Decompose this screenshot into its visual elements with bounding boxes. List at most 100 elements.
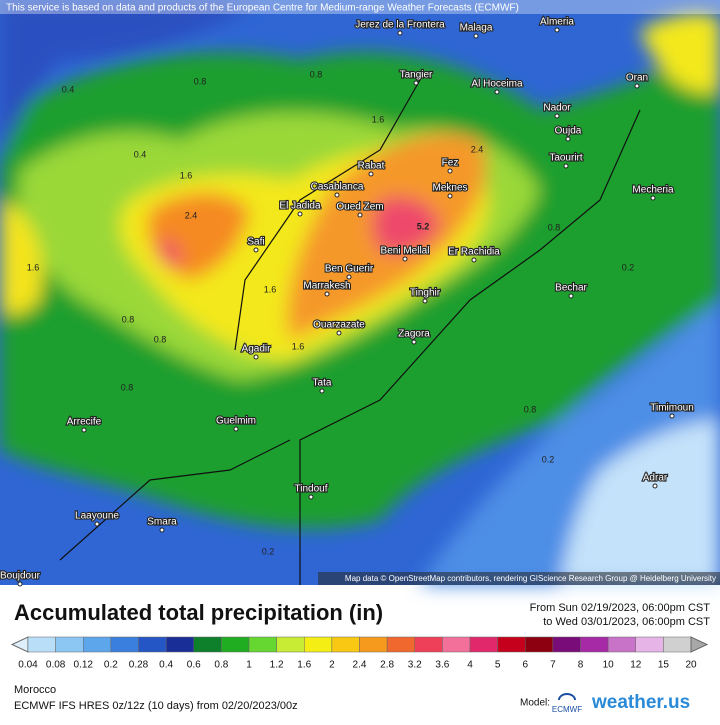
colorbar-swatch (276, 636, 305, 653)
service-notice: This service is based on data and produc… (6, 3, 519, 14)
place-label: Malaga (460, 23, 493, 34)
place-dot (346, 274, 352, 280)
place-dot (669, 413, 675, 419)
place-dot (652, 483, 658, 489)
contour-label: 0.2 (542, 454, 555, 464)
place-dot (233, 426, 239, 432)
colorbar-swatch (304, 636, 333, 653)
place-dot (397, 30, 403, 36)
place-dot (411, 339, 417, 345)
place-label: Jerez de la Frontera (355, 20, 445, 31)
place-dot (554, 113, 560, 119)
place-label: Safi (247, 237, 264, 248)
contour-label: 0.8 (524, 404, 537, 414)
place-label: Mecheria (632, 185, 674, 196)
place-label: Bechar (555, 283, 587, 294)
place-dot (94, 521, 100, 527)
contour-label: 2.4 (471, 144, 484, 154)
contour-label: 0.8 (122, 314, 135, 324)
colorbar-label: 1.6 (297, 660, 311, 671)
place-dot (334, 192, 340, 198)
place-dot (422, 298, 428, 304)
place-dot (568, 293, 574, 299)
place-label: Tindouf (295, 484, 328, 495)
colorbar-swatch (138, 636, 167, 653)
place-label: Zagora (398, 329, 430, 340)
place-dot (565, 136, 571, 142)
colorbar-label: 1.2 (270, 660, 284, 671)
colorbar-swatch (248, 636, 277, 653)
date-from: From Sun 02/19/2023, 06:00pm CST (530, 602, 711, 614)
colorbar-label: 20 (685, 660, 697, 671)
place-dot (368, 171, 374, 177)
colorbar-arrow (690, 636, 709, 653)
place-label: Meknes (432, 183, 467, 194)
colorbar-label: 0.08 (46, 660, 66, 671)
precip-map: This service is based on data and produc… (0, 0, 720, 587)
colorbar-label: 2 (329, 660, 335, 671)
colorbar-label: 4 (467, 660, 473, 671)
colorbar-label: 8 (578, 660, 584, 671)
place-label: Boujdour (0, 571, 41, 582)
colorbar-swatch (469, 636, 498, 653)
colorbar-arrow (10, 636, 29, 653)
contour-label: 0.2 (622, 262, 635, 272)
contour-label: 1.6 (372, 114, 385, 124)
place-label: Oran (626, 73, 648, 84)
place-label: Oued Zem (336, 202, 383, 213)
place-dot (413, 80, 419, 86)
colorbar-swatch (165, 636, 194, 653)
contour-label: 0.8 (548, 222, 561, 232)
colorbar-swatch (442, 636, 471, 653)
place-dot (253, 247, 259, 253)
place-label: Rabat (358, 161, 385, 172)
place-labels: Jerez de la Frontera Malaga Almeria Tangier… (0, 16, 695, 587)
colorbar: 0.04 0.08 0.12 0.2 0.28 0.4 0.6 0.8 1 1.2 1.6 2 2.4 2… (10, 636, 709, 671)
place-label: Almeria (540, 17, 574, 28)
place-dot (402, 256, 408, 262)
place-dot (473, 33, 479, 39)
place-dot (308, 494, 314, 500)
contour-label: 1.6 (180, 170, 193, 180)
place-label: Casablanca (311, 182, 364, 193)
colorbar-swatch (552, 636, 581, 653)
place-dot (563, 163, 569, 169)
place-label: Ouarzazate (313, 320, 365, 331)
place-label: Smara (147, 517, 177, 528)
contour-label: 5.2 (417, 221, 430, 231)
run-info: ECMWF IFS HRES 0z/12z (10 days) from 02/… (14, 700, 298, 712)
colorbar-swatch (497, 636, 526, 653)
colorbar-label: 0.6 (187, 660, 201, 671)
place-dot (471, 257, 477, 263)
contour-label: 0.4 (62, 84, 75, 94)
colorbar-label: 3.2 (408, 660, 422, 671)
place-label: Tata (313, 378, 332, 389)
colorbar-swatch (110, 636, 139, 653)
place-label: Tangier (400, 70, 433, 81)
colorbar-swatch (414, 636, 443, 653)
place-label: Oujda (555, 126, 582, 137)
place-label: Agadir (242, 344, 272, 355)
colorbar-label: 6 (522, 660, 528, 671)
colorbar-label: 0.4 (159, 660, 173, 671)
place-dot (336, 330, 342, 336)
colorbar-label: 1 (246, 660, 252, 671)
colorbar-swatch (359, 636, 388, 653)
contour-label: 0.8 (121, 382, 134, 392)
colorbar-swatch (27, 636, 56, 653)
colorbar-swatch (83, 636, 112, 653)
place-label: Marrakesh (303, 281, 350, 292)
colorbar-label: 5 (495, 660, 501, 671)
colorbar-swatch (55, 636, 84, 653)
colorbar-swatch (607, 636, 636, 653)
colorbar-label: 3.6 (435, 660, 449, 671)
place-dot (297, 211, 303, 217)
contour-label: 0.4 (134, 149, 147, 159)
place-label: Arrecife (67, 417, 102, 428)
place-dot (319, 388, 325, 394)
colorbar-label: 0.2 (104, 660, 118, 671)
model-logo: ECMWF (552, 705, 582, 714)
place-label: Guelmim (216, 416, 256, 427)
colorbar-label: 10 (603, 660, 615, 671)
